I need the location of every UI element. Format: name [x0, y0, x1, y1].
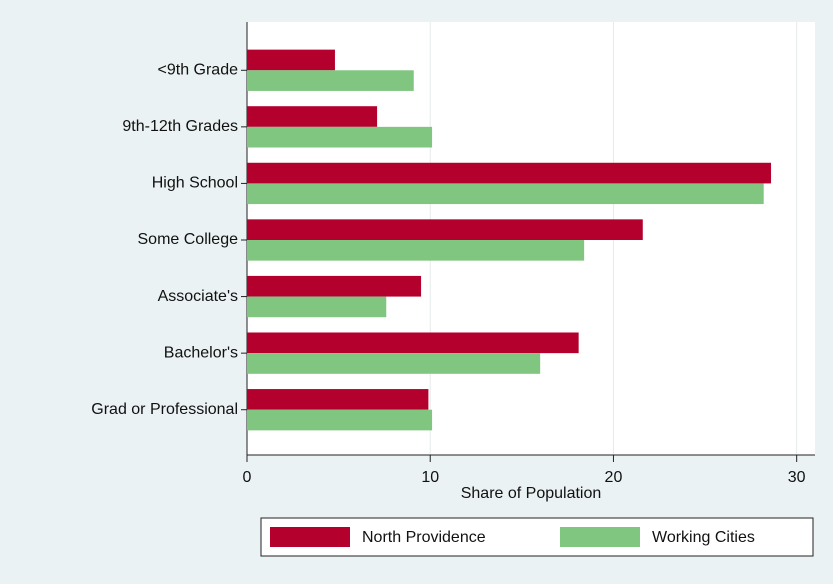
bar [247, 70, 414, 91]
x-tick-label: 10 [421, 469, 439, 486]
y-tick-label: High School [152, 175, 238, 192]
bar [247, 240, 585, 261]
y-tick-label: Grad or Professional [91, 401, 238, 418]
bar [247, 183, 764, 205]
x-tick-label: 30 [788, 469, 806, 486]
legend-swatch [270, 527, 350, 547]
bar [247, 106, 378, 127]
bar [247, 409, 433, 431]
y-tick-label: Some College [138, 231, 239, 248]
legend-label: Working Cities [652, 529, 755, 546]
bar [247, 275, 422, 297]
bar [247, 49, 335, 71]
x-tick-label: 20 [605, 469, 623, 486]
y-tick-label: Associate's [158, 288, 238, 305]
x-axis-title: Share of Population [461, 485, 602, 502]
bar [247, 332, 579, 354]
bar [247, 296, 387, 318]
bar [247, 126, 433, 148]
y-tick-label: Bachelor's [164, 344, 238, 361]
y-tick-label: <9th Grade [158, 62, 239, 79]
legend-label: North Providence [362, 529, 486, 546]
legend-swatch [560, 527, 640, 547]
bar [247, 219, 643, 240]
bar [247, 389, 429, 410]
legend [260, 517, 814, 557]
x-tick-label: 0 [243, 469, 252, 486]
bar [247, 162, 772, 184]
bar [247, 353, 541, 374]
y-tick-label: 9th-12th Grades [122, 118, 238, 135]
